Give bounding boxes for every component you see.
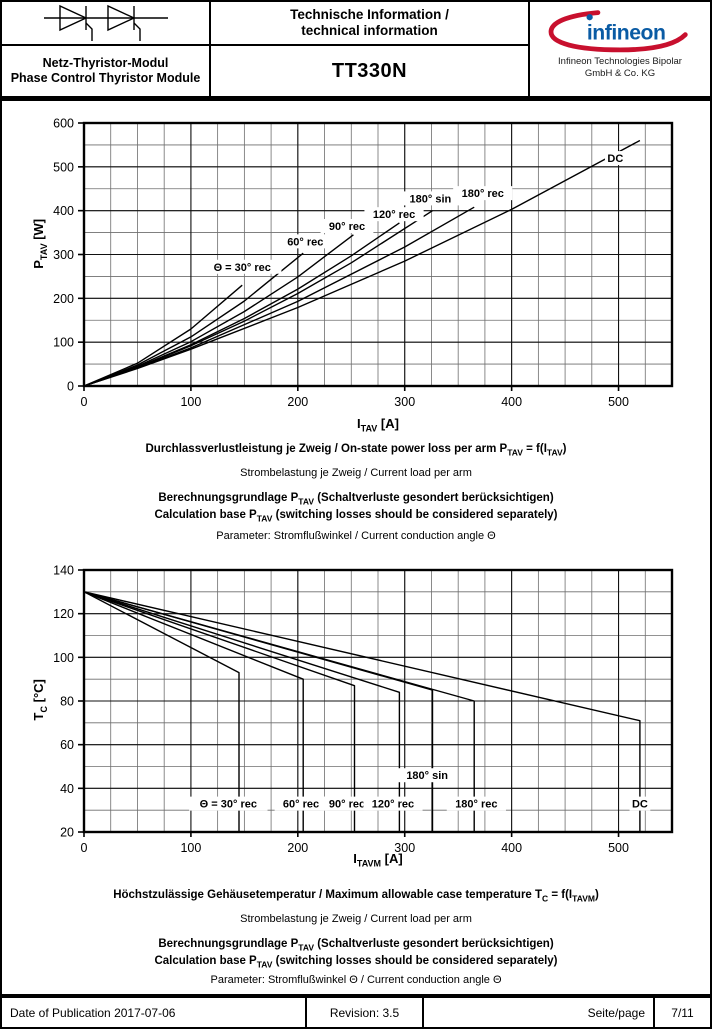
svg-text:0: 0 — [81, 841, 88, 855]
svg-text:300: 300 — [394, 841, 415, 855]
svg-text:180° rec: 180° rec — [462, 188, 504, 200]
svg-text:200: 200 — [53, 292, 74, 306]
logo-wordmark: infineon — [587, 21, 666, 44]
svg-text:500: 500 — [53, 160, 74, 174]
doc-title-en: technical information — [301, 23, 438, 38]
svg-text:100: 100 — [180, 841, 201, 855]
top-caption-main: Durchlassverlustleistung je Zweig / On-s… — [145, 443, 567, 458]
top-chart: 0 100 200 300 400 500 0 100 200 300 400 500 600 Θ = 3… — [53, 117, 674, 409]
footer: Date of Publication 2017-07-06 Revision:… — [2, 994, 710, 1027]
infineon-logo-icon: infineon — [548, 10, 688, 53]
svg-text:180° sin: 180° sin — [406, 770, 448, 782]
svg-text:400: 400 — [501, 395, 522, 409]
company-name: Infineon Technologies Bipolar GmbH & Co.… — [558, 56, 682, 79]
svg-text:200: 200 — [287, 841, 308, 855]
svg-text:140: 140 — [53, 564, 74, 578]
svg-text:Θ = 30° rec: Θ = 30° rec — [200, 799, 257, 811]
svg-text:500: 500 — [608, 395, 629, 409]
bottom-caption-sub: Strombelastung je Zweig / Current load p… — [240, 913, 472, 925]
svg-text:400: 400 — [53, 204, 74, 218]
doc-title-de: Technische Information / — [290, 7, 449, 22]
header-center-cell: Technische Information / technical infor… — [211, 2, 530, 96]
header-right-cell: infineon Infineon Technologies Bipolar G… — [530, 2, 710, 96]
svg-text:DC: DC — [607, 153, 623, 165]
svg-text:500: 500 — [608, 841, 629, 855]
top-chart-x-axis-title: ITAV [A] — [357, 416, 399, 434]
svg-text:60: 60 — [60, 738, 74, 752]
svg-text:120: 120 — [53, 607, 74, 621]
svg-text:20: 20 — [60, 826, 74, 840]
top-caption-parameter: Parameter: Stromflußwinkel / Current con… — [216, 530, 496, 542]
bottom-chart: 0 100 200 300 400 500 20 40 60 80 100 120 140 Θ = 30°… — [53, 564, 674, 855]
footer-page-number: 7/11 — [671, 1005, 694, 1020]
bottom-chart-y-axis-title: TC [°C] — [31, 679, 49, 721]
bottom-chart-x-axis-title: ITAVM [A] — [353, 851, 403, 869]
svg-text:0: 0 — [81, 395, 88, 409]
footer-revision: Revision: 3.5 — [307, 998, 424, 1027]
svg-text:180° sin: 180° sin — [410, 193, 452, 205]
bottom-caption-parameter: Parameter: Stromflußwinkel Θ / Current c… — [210, 974, 502, 986]
svg-text:90° rec: 90° rec — [329, 799, 365, 811]
product-family-en: Phase Control Thyristor Module — [10, 71, 201, 85]
product-family: Netz-Thyristor-Modul Phase Control Thyri… — [2, 46, 209, 96]
svg-text:0: 0 — [67, 380, 74, 394]
svg-text:100: 100 — [180, 395, 201, 409]
bottom-caption-calc-base: Berechnungsgrundlage PTAV (Schaltverlust… — [2, 937, 710, 972]
thyristor-symbol-icon — [43, 4, 168, 41]
doc-title: Technische Information / technical infor… — [211, 2, 528, 46]
top-calc-en: Calculation base PTAV (switching losses … — [154, 509, 558, 524]
svg-text:60° rec: 60° rec — [287, 236, 323, 248]
svg-text:40: 40 — [60, 782, 74, 796]
top-chart-y-axis-title: PTAV [W] — [31, 218, 49, 269]
svg-text:120° rec: 120° rec — [373, 209, 415, 221]
header-left-cell: Netz-Thyristor-Modul Phase Control Thyri… — [2, 2, 211, 96]
footer-date: Date of Publication 2017-07-06 — [2, 998, 307, 1027]
svg-text:100: 100 — [53, 651, 74, 665]
svg-text:100: 100 — [53, 336, 74, 350]
header: Netz-Thyristor-Modul Phase Control Thyri… — [2, 2, 710, 101]
svg-text:DC: DC — [632, 799, 648, 811]
bottom-caption-main: Höchstzulässige Gehäusetemperatur / Maxi… — [113, 889, 599, 904]
top-caption-sub: Strombelastung je Zweig / Current load p… — [240, 467, 472, 479]
bottom-calc-en: Calculation base PTAV (switching losses … — [154, 955, 558, 970]
svg-text:600: 600 — [53, 117, 74, 131]
svg-text:90° rec: 90° rec — [329, 221, 365, 233]
svg-text:180° rec: 180° rec — [455, 799, 497, 811]
top-calc-de: Berechnungsgrundlage PTAV (Schaltverlust… — [158, 492, 554, 507]
thyristor-circuit-symbol — [2, 2, 209, 46]
svg-text:120° rec: 120° rec — [372, 799, 414, 811]
bottom-calc-de: Berechnungsgrundlage PTAV (Schaltverlust… — [158, 938, 554, 953]
svg-text:300: 300 — [394, 395, 415, 409]
svg-text:400: 400 — [501, 841, 522, 855]
footer-page-label: Seite/page — [424, 998, 655, 1027]
svg-text:Θ = 30° rec: Θ = 30° rec — [214, 262, 271, 274]
svg-text:300: 300 — [53, 248, 74, 262]
svg-text:80: 80 — [60, 695, 74, 709]
part-number: TT330N — [331, 59, 408, 82]
top-caption-calc-base: Berechnungsgrundlage PTAV (Schaltverlust… — [2, 491, 710, 526]
product-family-de: Netz-Thyristor-Modul — [42, 56, 169, 70]
svg-text:200: 200 — [287, 395, 308, 409]
svg-text:60° rec: 60° rec — [283, 799, 319, 811]
